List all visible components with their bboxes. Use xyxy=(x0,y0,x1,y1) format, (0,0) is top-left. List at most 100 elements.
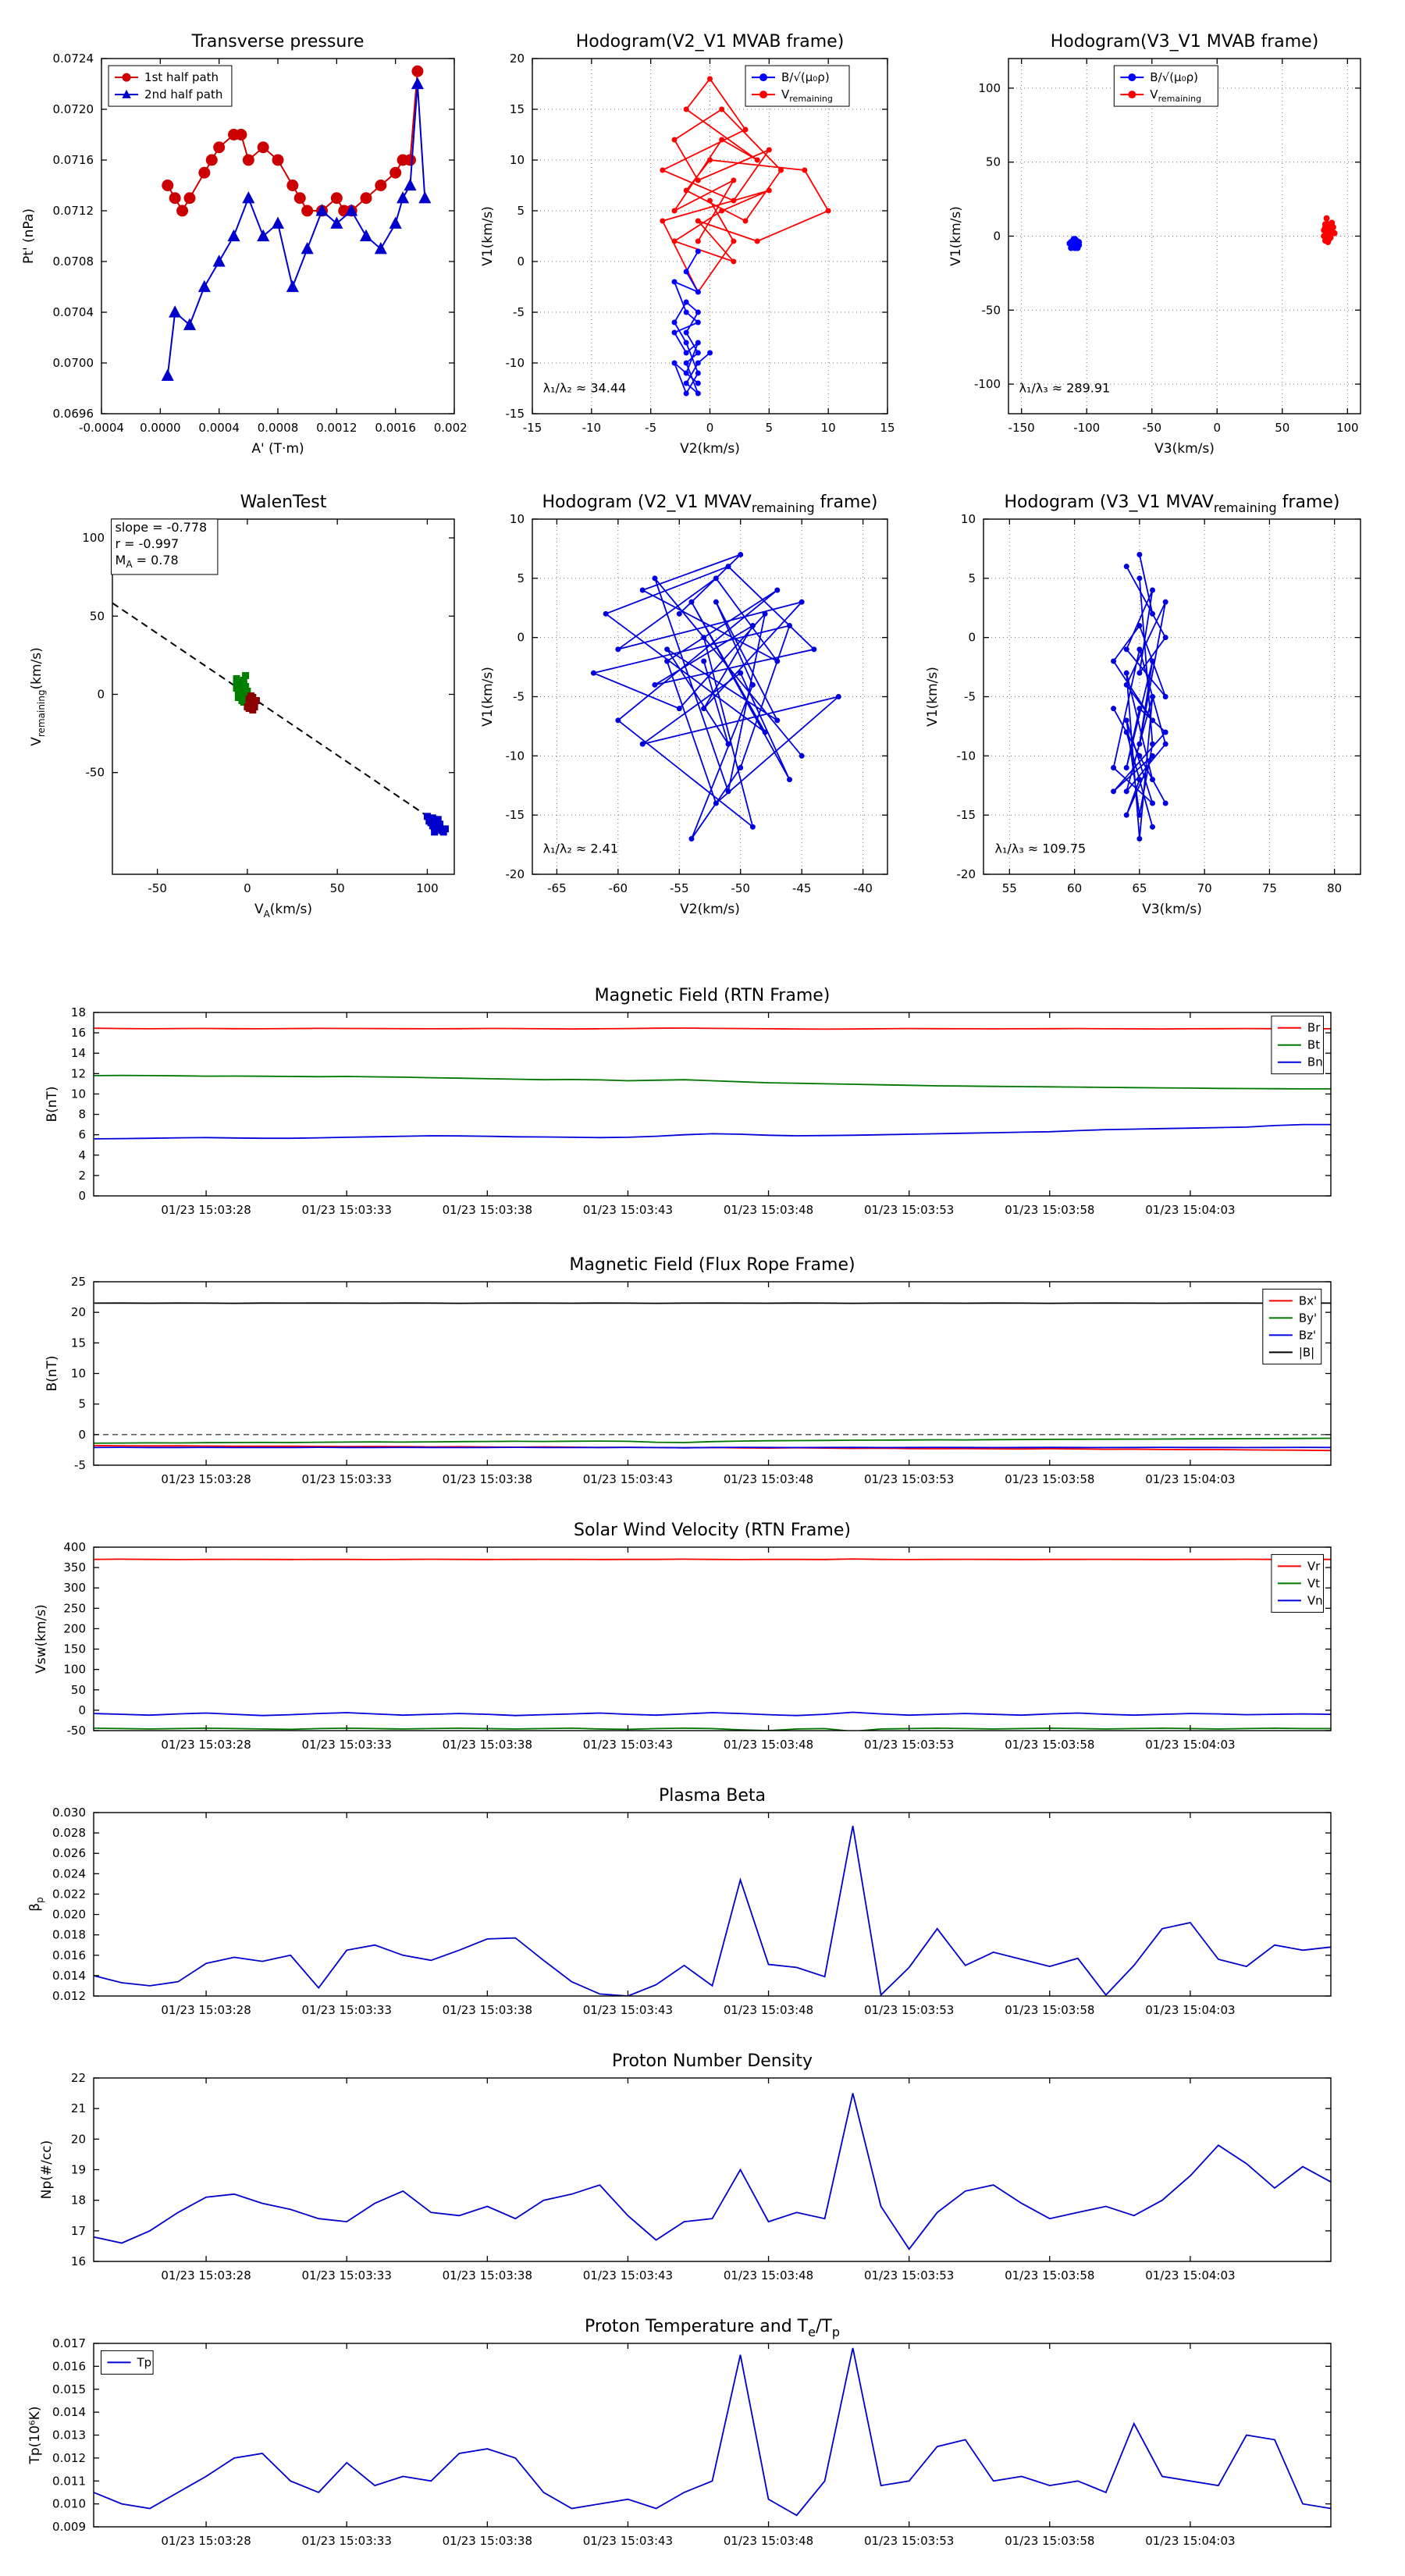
svg-text:V1(km/s): V1(km/s) xyxy=(948,206,964,266)
svg-text:01/23 15:03:43: 01/23 15:03:43 xyxy=(583,1472,673,1486)
svg-text:01/23 15:04:03: 01/23 15:04:03 xyxy=(1145,1738,1235,1752)
svg-text:80: 80 xyxy=(1327,881,1342,895)
svg-text:19: 19 xyxy=(71,2163,86,2177)
svg-text:01/23 15:03:58: 01/23 15:03:58 xyxy=(1005,1203,1094,1217)
svg-text:-15: -15 xyxy=(957,808,976,822)
svg-text:Bz': Bz' xyxy=(1299,1328,1316,1342)
svg-text:B(nT): B(nT) xyxy=(44,1355,60,1391)
svg-text:50: 50 xyxy=(1275,421,1289,435)
svg-text:0.0008: 0.0008 xyxy=(258,421,299,435)
svg-text:Solar Wind Velocity (RTN Frame: Solar Wind Velocity (RTN Frame) xyxy=(574,1521,851,1540)
svg-text:01/23 15:03:43: 01/23 15:03:43 xyxy=(583,1203,673,1217)
svg-text:Hodogram(V3_V1 MVAB frame): Hodogram(V3_V1 MVAB frame) xyxy=(1051,32,1319,52)
svg-text:12: 12 xyxy=(71,1066,86,1080)
chart-hodogram-v2v1-mvav: -65 -60 -55 -50 -45 -40 -20 -15 -10 -5 0 5 10 Hodogra… xyxy=(476,480,902,921)
svg-text:Magnetic Field (Flux Rope Fram: Magnetic Field (Flux Rope Frame) xyxy=(569,1255,855,1275)
svg-text:100: 100 xyxy=(978,81,1001,95)
svg-text:01/23 15:03:38: 01/23 15:03:38 xyxy=(443,1203,532,1217)
svg-text:Vremaining: Vremaining xyxy=(1150,87,1201,104)
svg-text:01/23 15:03:28: 01/23 15:03:28 xyxy=(161,2534,251,2548)
svg-text:0.009: 0.009 xyxy=(52,2520,86,2534)
svg-text:0.013: 0.013 xyxy=(52,2428,86,2443)
svg-text:0.0700: 0.0700 xyxy=(53,356,94,370)
svg-text:0: 0 xyxy=(78,1428,86,1442)
svg-text:-20: -20 xyxy=(957,867,976,881)
svg-text:20: 20 xyxy=(510,52,525,66)
svg-text:VA(km/s): VA(km/s) xyxy=(254,902,312,920)
svg-text:Pt' (nPa): Pt' (nPa) xyxy=(21,208,37,264)
svg-text:01/23 15:03:43: 01/23 15:03:43 xyxy=(583,1738,673,1752)
svg-text:50: 50 xyxy=(330,881,345,895)
svg-text:V3(km/s): V3(km/s) xyxy=(1142,902,1202,917)
svg-text:-50: -50 xyxy=(982,303,1001,317)
svg-text:0.0012: 0.0012 xyxy=(316,421,357,435)
chart-proton-temperature: 01/23 15:03:28 01/23 15:03:33 01/23 15:03:… xyxy=(16,2303,1389,2572)
svg-text:01/23 15:03:38: 01/23 15:03:38 xyxy=(443,2534,532,2548)
svg-text:01/23 15:04:03: 01/23 15:04:03 xyxy=(1145,2268,1235,2282)
svg-text:01/23 15:03:53: 01/23 15:03:53 xyxy=(864,2003,954,2017)
svg-text:01/23 15:03:48: 01/23 15:03:48 xyxy=(724,2534,813,2548)
svg-text:01/23 15:03:28: 01/23 15:03:28 xyxy=(161,1203,251,1217)
svg-text:01/23 15:03:48: 01/23 15:03:48 xyxy=(724,2268,813,2282)
svg-text:2: 2 xyxy=(78,1169,86,1183)
svg-text:Proton Temperature and Te/Tp: Proton Temperature and Te/Tp xyxy=(585,2317,840,2339)
svg-text:01/23 15:03:33: 01/23 15:03:33 xyxy=(302,1203,392,1217)
svg-text:10: 10 xyxy=(71,1367,86,1381)
svg-text:V1(km/s): V1(km/s) xyxy=(480,667,496,727)
svg-text:1st half path: 1st half path xyxy=(144,70,219,84)
svg-text:-10: -10 xyxy=(506,749,525,763)
chart-solar-wind-velocity: 01/23 15:03:28 01/23 15:03:33 01/23 15:03:… xyxy=(16,1507,1389,1776)
svg-text:Vn: Vn xyxy=(1307,1593,1323,1607)
svg-text:16: 16 xyxy=(71,2254,86,2268)
svg-text:λ₁/λ₃ ≈ 109.75: λ₁/λ₃ ≈ 109.75 xyxy=(994,841,1086,856)
svg-text:01/23 15:03:53: 01/23 15:03:53 xyxy=(864,1472,954,1486)
svg-text:17: 17 xyxy=(71,2224,86,2238)
svg-text:01/23 15:03:43: 01/23 15:03:43 xyxy=(583,2003,673,2017)
svg-text:-65: -65 xyxy=(547,881,567,895)
svg-text:6: 6 xyxy=(78,1128,86,1142)
svg-text:50: 50 xyxy=(986,155,1001,169)
svg-text:-5: -5 xyxy=(645,421,656,435)
chart-proton-number-density: 01/23 15:03:28 01/23 15:03:33 01/23 15:03:… xyxy=(16,2037,1389,2307)
svg-text:0: 0 xyxy=(993,229,1001,244)
svg-text:14: 14 xyxy=(71,1046,86,1060)
svg-text:01/23 15:03:58: 01/23 15:03:58 xyxy=(1005,2534,1094,2548)
svg-text:20: 20 xyxy=(71,2132,86,2146)
svg-text:01/23 15:03:33: 01/23 15:03:33 xyxy=(302,2268,392,2282)
svg-text:0.0004: 0.0004 xyxy=(198,421,240,435)
svg-text:01/23 15:03:28: 01/23 15:03:28 xyxy=(161,1738,251,1752)
svg-text:0: 0 xyxy=(1213,421,1221,435)
svg-text:01/23 15:04:03: 01/23 15:04:03 xyxy=(1145,2534,1235,2548)
svg-text:22: 22 xyxy=(71,2071,86,2085)
svg-text:5: 5 xyxy=(517,571,525,585)
svg-text:0.0016: 0.0016 xyxy=(375,421,416,435)
svg-text:r = -0.997: r = -0.997 xyxy=(116,536,180,551)
svg-text:Hodogram (V3_V1 MVAVremaining: Hodogram (V3_V1 MVAVremaining frame) xyxy=(1005,493,1340,515)
svg-text:0.022: 0.022 xyxy=(52,1887,86,1901)
svg-text:01/23 15:03:58: 01/23 15:03:58 xyxy=(1005,2003,1094,2017)
svg-text:75: 75 xyxy=(1262,881,1277,895)
svg-text:-100: -100 xyxy=(1073,421,1100,435)
svg-text:-0.0004: -0.0004 xyxy=(79,421,124,435)
svg-text:01/23 15:03:53: 01/23 15:03:53 xyxy=(864,1203,954,1217)
svg-text:Vremaining(km/s): Vremaining(km/s) xyxy=(29,647,47,746)
svg-text:V2(km/s): V2(km/s) xyxy=(680,902,740,917)
svg-text:01/23 15:03:53: 01/23 15:03:53 xyxy=(864,2534,954,2548)
svg-text:-50: -50 xyxy=(731,881,750,895)
chart-hodogram-v3v1-mvav: 55 60 65 70 75 80 -20 -15 -10 -5 0 5 10 Hodogram (V3_… xyxy=(921,480,1378,921)
svg-text:4: 4 xyxy=(78,1148,86,1162)
svg-text:0.016: 0.016 xyxy=(52,1948,86,1962)
svg-text:-5: -5 xyxy=(513,690,525,704)
svg-text:Tp(10⁶K): Tp(10⁶K) xyxy=(27,2406,43,2464)
svg-text:60: 60 xyxy=(1067,881,1082,895)
svg-text:|B|: |B| xyxy=(1299,1345,1314,1359)
svg-text:Vr: Vr xyxy=(1307,1559,1321,1573)
svg-text:01/23 15:03:48: 01/23 15:03:48 xyxy=(724,2003,813,2017)
svg-text:0.028: 0.028 xyxy=(52,1826,86,1840)
chart-magnetic-field-flux-rope: 01/23 15:03:28 01/23 15:03:33 01/23 15:03:… xyxy=(16,1241,1389,1510)
svg-text:Transverse pressure: Transverse pressure xyxy=(191,32,365,52)
svg-text:0: 0 xyxy=(97,687,105,701)
svg-text:01/23 15:03:58: 01/23 15:03:58 xyxy=(1005,1738,1094,1752)
svg-text:λ₁/λ₃ ≈ 289.91: λ₁/λ₃ ≈ 289.91 xyxy=(1019,381,1111,396)
